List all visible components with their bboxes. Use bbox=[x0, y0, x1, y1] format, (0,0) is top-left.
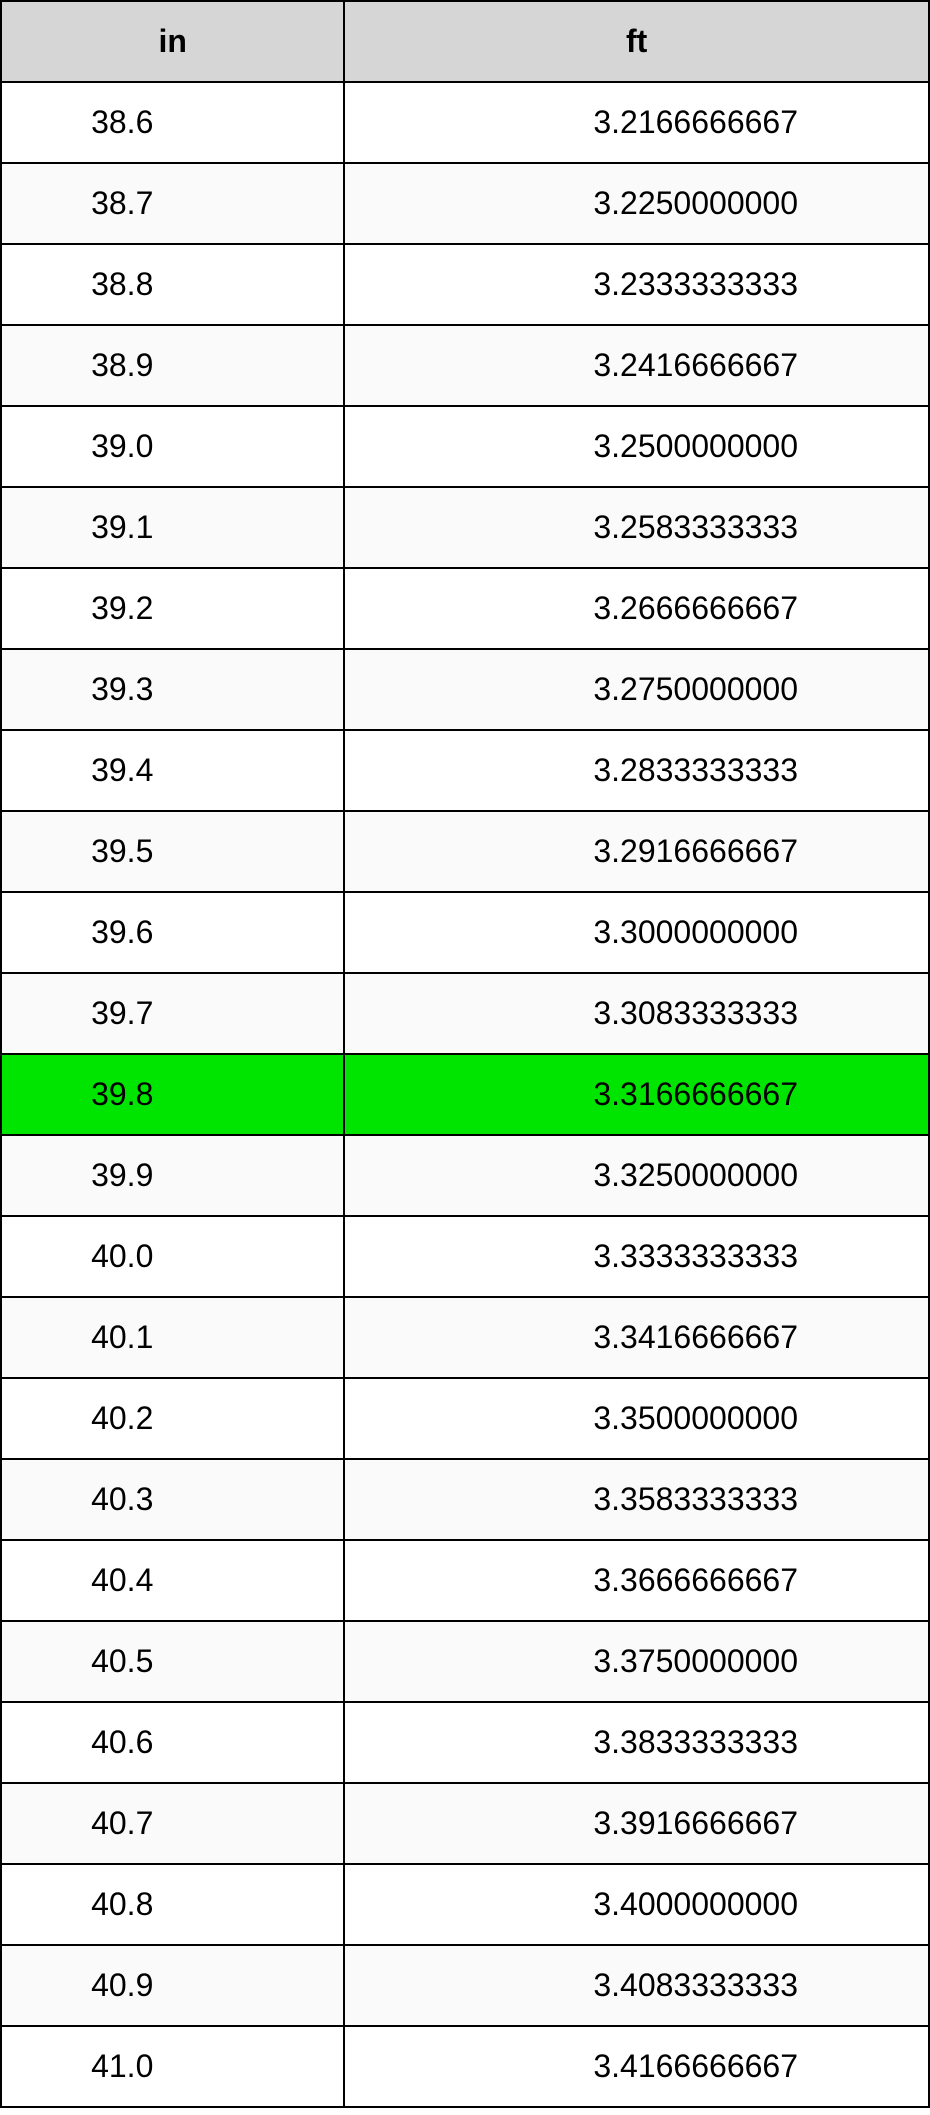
cell-ft: 3.2666666667 bbox=[344, 568, 929, 649]
table-row: 40.63.3833333333 bbox=[1, 1702, 929, 1783]
cell-ft: 3.3833333333 bbox=[344, 1702, 929, 1783]
cell-ft: 3.3083333333 bbox=[344, 973, 929, 1054]
table-row: 39.33.2750000000 bbox=[1, 649, 929, 730]
cell-in: 38.8 bbox=[1, 244, 344, 325]
table-row: 38.63.2166666667 bbox=[1, 82, 929, 163]
table-row: 40.23.3500000000 bbox=[1, 1378, 929, 1459]
cell-ft: 3.4083333333 bbox=[344, 1945, 929, 2026]
cell-in: 39.6 bbox=[1, 892, 344, 973]
table-row: 41.03.4166666667 bbox=[1, 2026, 929, 2107]
cell-ft: 3.2500000000 bbox=[344, 406, 929, 487]
table-row: 40.33.3583333333 bbox=[1, 1459, 929, 1540]
cell-in: 40.6 bbox=[1, 1702, 344, 1783]
table-row: 40.83.4000000000 bbox=[1, 1864, 929, 1945]
cell-ft: 3.3333333333 bbox=[344, 1216, 929, 1297]
cell-ft: 3.3916666667 bbox=[344, 1783, 929, 1864]
table-row: 39.63.3000000000 bbox=[1, 892, 929, 973]
cell-in: 38.9 bbox=[1, 325, 344, 406]
cell-in: 38.6 bbox=[1, 82, 344, 163]
cell-ft: 3.2583333333 bbox=[344, 487, 929, 568]
cell-in: 40.5 bbox=[1, 1621, 344, 1702]
cell-ft: 3.2750000000 bbox=[344, 649, 929, 730]
cell-in: 39.9 bbox=[1, 1135, 344, 1216]
cell-ft: 3.3000000000 bbox=[344, 892, 929, 973]
cell-in: 40.9 bbox=[1, 1945, 344, 2026]
cell-ft: 3.3666666667 bbox=[344, 1540, 929, 1621]
table-row: 40.53.3750000000 bbox=[1, 1621, 929, 1702]
table-row: 40.13.3416666667 bbox=[1, 1297, 929, 1378]
table-row: 40.93.4083333333 bbox=[1, 1945, 929, 2026]
cell-in: 40.8 bbox=[1, 1864, 344, 1945]
table-row: 38.93.2416666667 bbox=[1, 325, 929, 406]
cell-ft: 3.3500000000 bbox=[344, 1378, 929, 1459]
cell-ft: 3.2166666667 bbox=[344, 82, 929, 163]
cell-ft: 3.2833333333 bbox=[344, 730, 929, 811]
cell-ft: 3.3583333333 bbox=[344, 1459, 929, 1540]
table-row: 39.73.3083333333 bbox=[1, 973, 929, 1054]
table-row: 39.83.3166666667 bbox=[1, 1054, 929, 1135]
cell-in: 39.7 bbox=[1, 973, 344, 1054]
cell-ft: 3.2916666667 bbox=[344, 811, 929, 892]
table-row: 39.13.2583333333 bbox=[1, 487, 929, 568]
table-row: 40.73.3916666667 bbox=[1, 1783, 929, 1864]
cell-in: 40.0 bbox=[1, 1216, 344, 1297]
cell-in: 39.0 bbox=[1, 406, 344, 487]
table-row: 39.93.3250000000 bbox=[1, 1135, 929, 1216]
cell-in: 39.2 bbox=[1, 568, 344, 649]
table-row: 38.83.2333333333 bbox=[1, 244, 929, 325]
conversion-table: in ft 38.63.216666666738.73.225000000038… bbox=[0, 0, 930, 2108]
cell-in: 39.8 bbox=[1, 1054, 344, 1135]
table-row: 39.53.2916666667 bbox=[1, 811, 929, 892]
cell-in: 39.5 bbox=[1, 811, 344, 892]
cell-ft: 3.2416666667 bbox=[344, 325, 929, 406]
column-header-in: in bbox=[1, 1, 344, 82]
cell-in: 38.7 bbox=[1, 163, 344, 244]
table-row: 39.23.2666666667 bbox=[1, 568, 929, 649]
cell-ft: 3.4166666667 bbox=[344, 2026, 929, 2107]
cell-ft: 3.2250000000 bbox=[344, 163, 929, 244]
table-body: 38.63.216666666738.73.225000000038.83.23… bbox=[1, 82, 929, 2107]
cell-in: 39.4 bbox=[1, 730, 344, 811]
cell-in: 39.3 bbox=[1, 649, 344, 730]
cell-in: 40.3 bbox=[1, 1459, 344, 1540]
column-header-ft: ft bbox=[344, 1, 929, 82]
cell-in: 39.1 bbox=[1, 487, 344, 568]
cell-ft: 3.3750000000 bbox=[344, 1621, 929, 1702]
cell-in: 40.1 bbox=[1, 1297, 344, 1378]
cell-ft: 3.4000000000 bbox=[344, 1864, 929, 1945]
cell-ft: 3.2333333333 bbox=[344, 244, 929, 325]
cell-ft: 3.3250000000 bbox=[344, 1135, 929, 1216]
table-row: 40.43.3666666667 bbox=[1, 1540, 929, 1621]
table-row: 40.03.3333333333 bbox=[1, 1216, 929, 1297]
cell-in: 40.2 bbox=[1, 1378, 344, 1459]
cell-ft: 3.3166666667 bbox=[344, 1054, 929, 1135]
table-header-row: in ft bbox=[1, 1, 929, 82]
table-row: 39.03.2500000000 bbox=[1, 406, 929, 487]
cell-in: 40.7 bbox=[1, 1783, 344, 1864]
table-row: 38.73.2250000000 bbox=[1, 163, 929, 244]
conversion-table-container: in ft 38.63.216666666738.73.225000000038… bbox=[0, 0, 930, 2108]
cell-ft: 3.3416666667 bbox=[344, 1297, 929, 1378]
cell-in: 41.0 bbox=[1, 2026, 344, 2107]
cell-in: 40.4 bbox=[1, 1540, 344, 1621]
table-row: 39.43.2833333333 bbox=[1, 730, 929, 811]
